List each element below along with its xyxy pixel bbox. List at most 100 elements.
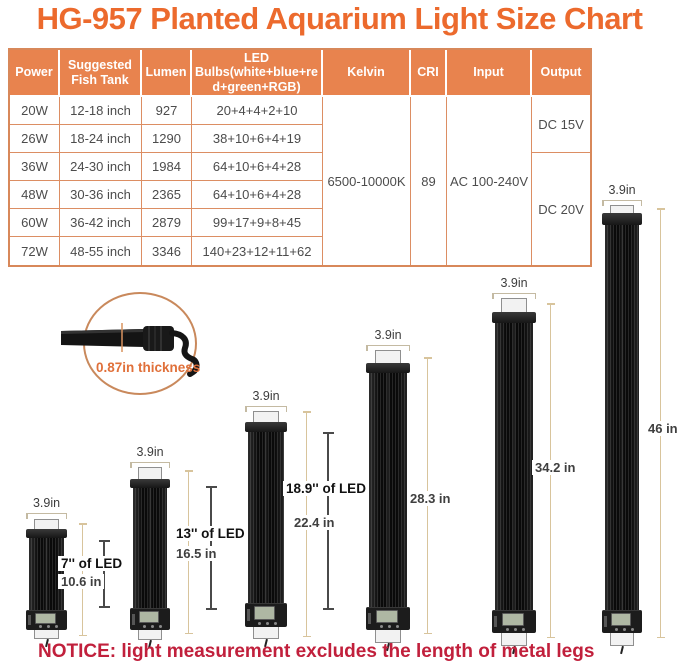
fixture-width-label: 3.9in (500, 276, 528, 290)
fixture-width-label: 3.9in (608, 183, 636, 197)
table-row: 20W 12-18 inch 927 20+4+4+2+10 6500-1000… (10, 97, 590, 266)
cell-power: 20W (10, 97, 60, 126)
cri-cell: 89 (411, 97, 447, 266)
metal-leg-bottom (374, 630, 402, 643)
led-length-label: 13'' of LED (173, 526, 248, 541)
metal-leg-top (253, 411, 279, 422)
cell-tank: 24-30 inch (60, 153, 142, 182)
control-module (26, 610, 67, 630)
module-buttons (380, 625, 384, 628)
col-header-input: Input (447, 50, 532, 98)
end-cap-top (602, 213, 642, 225)
metal-leg-top (374, 350, 402, 363)
cell-lumen: 1290 (142, 125, 192, 154)
metal-leg-top (500, 298, 528, 312)
metal-leg-bottom (500, 633, 528, 646)
width-bracket (602, 200, 642, 206)
cell-lumen: 2879 (142, 209, 192, 238)
fixture-26w: 3.9in (130, 445, 170, 649)
cell-bulbs: 64+10+6+4+28 (192, 153, 323, 182)
fixture-36w: 3.9in (245, 389, 287, 648)
end-cap-top (26, 529, 67, 538)
input-cell: AC 100-240V (447, 97, 532, 266)
metal-leg-bottom (610, 633, 634, 646)
lcd-screen (254, 606, 276, 620)
control-module (245, 603, 287, 627)
total-length-label: 34.2 in (532, 460, 579, 475)
control-module (130, 608, 170, 630)
cell-bulbs: 64+10+6+4+28 (192, 181, 323, 210)
brand-mark (368, 612, 371, 625)
col-header-tank: Suggested Fish Tank (60, 50, 142, 98)
table-row: 72W 48-55 inch 3346 140+23+12+11+62 (10, 237, 590, 266)
brand-mark (28, 615, 31, 625)
end-cap-top (492, 312, 536, 323)
brand-mark (247, 609, 250, 621)
lcd-screen (501, 613, 524, 626)
end-cap-top (245, 422, 287, 432)
fixture-48w: 3.9in (366, 328, 410, 652)
width-bracket (245, 406, 287, 412)
width-bracket (26, 513, 67, 519)
light-bar (495, 323, 533, 610)
fixture-60w: 3.9in (492, 276, 536, 655)
control-module (492, 610, 536, 633)
total-length-label: 22.4 in (291, 515, 338, 530)
width-bracket (130, 462, 170, 468)
kelvin-cell: 6500-10000K (323, 97, 411, 266)
cell-power: 26W (10, 125, 60, 154)
col-header-cri: CRI (411, 50, 447, 98)
lcd-screen (35, 612, 56, 624)
fixture-72w: 3.9in (602, 183, 642, 655)
end-cap-top (366, 363, 410, 373)
cell-bulbs: 20+4+4+2+10 (192, 97, 323, 126)
page-title: HG-957 Planted Aquarium Light Size Chart (36, 1, 643, 36)
lcd-screen (375, 610, 398, 623)
fixture-width-label: 3.9in (252, 389, 280, 403)
module-buttons (614, 628, 618, 631)
module-buttons (258, 622, 262, 625)
table-row: 48W 30-36 inch 2365 64+10+6+4+28 (10, 181, 590, 210)
cell-power: 72W (10, 237, 60, 266)
brand-mark (604, 615, 607, 628)
col-header-kelvin: Kelvin (323, 50, 411, 98)
notice-text: NOTICE: light measurement excludes the l… (38, 641, 595, 662)
col-header-power: Power (10, 50, 60, 98)
cell-bulbs: 140+23+12+11+62 (192, 237, 323, 266)
leg-pin (620, 645, 624, 655)
output-dc20-cell: DC 20V (538, 201, 584, 217)
table-row: 60W 36-42 inch 2879 99+17+9+8+45 (10, 209, 590, 238)
lcd-screen (138, 611, 159, 624)
cell-tank: 30-36 inch (60, 181, 142, 210)
metal-leg-top (34, 519, 59, 529)
module-buttons (506, 628, 510, 631)
col-header-output: Output (532, 50, 590, 98)
cell-power: 60W (10, 209, 60, 238)
lcd-screen (610, 613, 631, 626)
brand-mark (132, 613, 135, 625)
total-length-label: 46 in (645, 421, 679, 436)
cell-power: 48W (10, 181, 60, 210)
total-length-label: 16.5 in (173, 546, 220, 561)
led-length-label: 7'' of LED (58, 556, 126, 571)
light-bar (369, 373, 407, 607)
cell-bulbs: 38+10+6+4+19 (192, 125, 323, 154)
col-header-bulbs: LED Bulbs(white+blue+red+green+RGB) (192, 50, 323, 98)
light-bar (133, 488, 167, 608)
light-bar (605, 225, 639, 610)
control-module (602, 610, 642, 633)
output-dc15-cell: DC 15V (532, 97, 590, 154)
led-length-label: 18.9'' of LED (283, 481, 369, 496)
cell-tank: 12-18 inch (60, 97, 142, 126)
module-buttons (39, 625, 43, 628)
light-bar (248, 432, 284, 603)
control-module (366, 607, 410, 630)
cell-lumen: 927 (142, 97, 192, 126)
end-cap-top (130, 479, 170, 488)
col-header-lumen: Lumen (142, 50, 192, 98)
metal-leg-top (138, 467, 162, 479)
brand-mark (494, 615, 497, 628)
light-bar-end-graphic (61, 323, 200, 377)
fixture-width-label: 3.9in (374, 328, 402, 342)
